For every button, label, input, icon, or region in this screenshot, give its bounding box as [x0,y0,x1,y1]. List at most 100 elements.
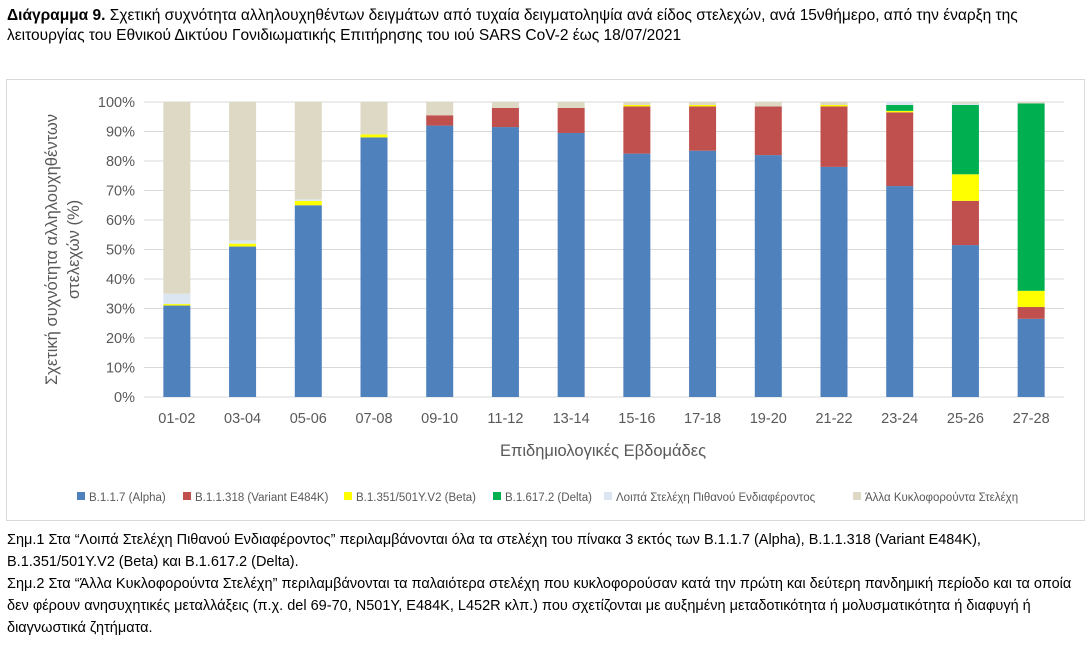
bar-segment [294,200,322,206]
x-tick-label: 25-26 [947,411,984,427]
x-tick-label: 07-08 [355,411,392,427]
bar-segment [557,132,585,397]
bar-segment [689,106,717,151]
bar-segment [689,104,717,107]
bar-segment [163,305,191,397]
bar-segment [229,240,257,244]
legend-label: B.1.1.318 (Variant E484K) [195,492,329,504]
bar-segment [689,102,717,105]
legend-item: B.1.1.7 (Alpha) [77,492,166,504]
bar-segment [1017,290,1045,308]
bar-segment [360,102,388,135]
legend-swatch [493,492,501,500]
x-tick-label: 03-04 [224,411,261,427]
y-tick-label: 10% [106,361,135,377]
bar-segment [426,125,454,397]
bar-segment [623,153,651,397]
bar-segment [886,186,914,397]
bar-segment [951,104,979,175]
bar-segment [886,102,914,105]
caption-text: Σχετική συχνότητα αλληλουχηθέντων δειγμά… [7,7,1018,44]
bar-segment [951,174,979,201]
legend-label: B.1.1.7 (Alpha) [89,492,166,504]
legend-swatch [77,492,85,500]
x-tick-label: 05-06 [290,411,327,427]
bar-segment [623,104,651,107]
x-tick-label: 23-24 [881,411,918,427]
legend-item: B.1.351/501Y.V2 (Beta) [344,492,476,504]
bar-segment [360,134,388,138]
bar-segment [163,102,191,294]
note-2: Σημ.2 Στα “Άλλα Κυκλοφορούντα Στελέχη” π… [7,576,1072,636]
bar-segment [229,102,257,241]
bar-segment [820,102,848,105]
bar-segment [426,115,454,126]
y-tick-label: 60% [106,213,135,229]
x-axis: 01-02 03-04 05-06 07-08 09-10 11-12 13-14 15-16… [158,411,1049,427]
bar-segment [951,102,979,104]
legend-label: B.1.617.2 (Delta) [505,492,592,504]
bar-segment [229,246,257,397]
legend-item: B.1.617.2 (Delta) [493,492,592,504]
bar-segment [820,166,848,397]
bar-segment [754,106,782,156]
x-tick-label: 19-20 [750,411,787,427]
bar-segment [820,104,848,107]
bar-segment [1017,307,1045,319]
gridlines [144,101,1064,398]
legend-item: B.1.1.318 (Variant E484K) [183,492,329,504]
x-tick-label: 15-16 [618,411,655,427]
bar-segment [491,127,519,397]
notes: Σημ.1 Στα “Λοιπά Στελέχη Πιθανού Ενδιαφέ… [7,529,1082,639]
legend-swatch [344,492,352,500]
stacked-bar-chart: 0%10%20%30%40%50%60%70%80%90%100% 01-02 0… [43,95,1064,504]
legend-item: Άλλα Κυκλοφορούντα Στελέχη [853,492,1018,504]
bar-segment [557,107,585,133]
x-tick-label: 09-10 [421,411,458,427]
bar-segment [886,112,914,187]
bar-segment [951,200,979,246]
legend-label: B.1.351/501Y.V2 (Beta) [356,492,476,504]
x-tick-label: 01-02 [158,411,195,427]
bar-segment [491,107,519,128]
bar-segment [689,150,717,397]
x-tick-label: 13-14 [553,411,590,427]
bar-segment [886,110,914,113]
legend-label: Λοιπά Στελέχη Πιθανού Ενδιαφέροντος [616,492,816,504]
legend-item: Λοιπά Στελέχη Πιθανού Ενδιαφέροντος [604,492,816,504]
bar-segment [294,205,322,397]
bar-segment [754,102,782,107]
y-axis-title: Σχετική συχνότητα αλληλουχηθέντων στελεχώ… [43,114,83,385]
y-tick-label: 20% [106,331,135,347]
bar-segment [754,155,782,397]
bar-segment [1017,103,1045,291]
y-tick-label: 100% [98,95,135,111]
bar-segment [1017,318,1045,397]
x-axis-title: Επιδημιολογικές Εβδομάδες [500,442,706,460]
x-tick-label: 17-18 [684,411,721,427]
chart-frame: 0% 10% 20% 30% 40% 50% 60% 70% 80% 90% 100% 01-02 0… [6,79,1085,521]
legend-swatch [183,492,191,500]
legend-label: Άλλα Κυκλοφορούντα Στελέχη [865,492,1018,504]
bar-segment [426,102,454,116]
bar-segment [1017,102,1045,104]
y-axis: 0% 10% 20% 30% 40% 50% 60% 70% 80% 90% 100% [98,95,135,406]
legend-swatch [604,492,612,500]
bar-segment [491,102,519,108]
bar-segment [623,102,651,105]
x-tick-label: 21-22 [815,411,852,427]
y-tick-label: 30% [106,302,135,318]
x-tick-label: 27-28 [1013,411,1050,427]
y-tick-label: 0% [114,390,135,406]
bar-segment [360,137,388,397]
bar-segment [229,243,257,247]
legend-swatch [853,492,861,500]
y-tick-label: 40% [106,272,135,288]
y-tick-label: 70% [106,184,135,200]
x-tick-label: 11-12 [487,411,523,427]
bar-segment [294,102,322,200]
bar-segment [557,102,585,108]
figure-caption: Διάγραμμα 9. Σχετική συχνότητα αλληλουχη… [7,6,1077,46]
bar-segment [886,104,914,111]
caption-label: Διάγραμμα 9. [7,7,106,24]
